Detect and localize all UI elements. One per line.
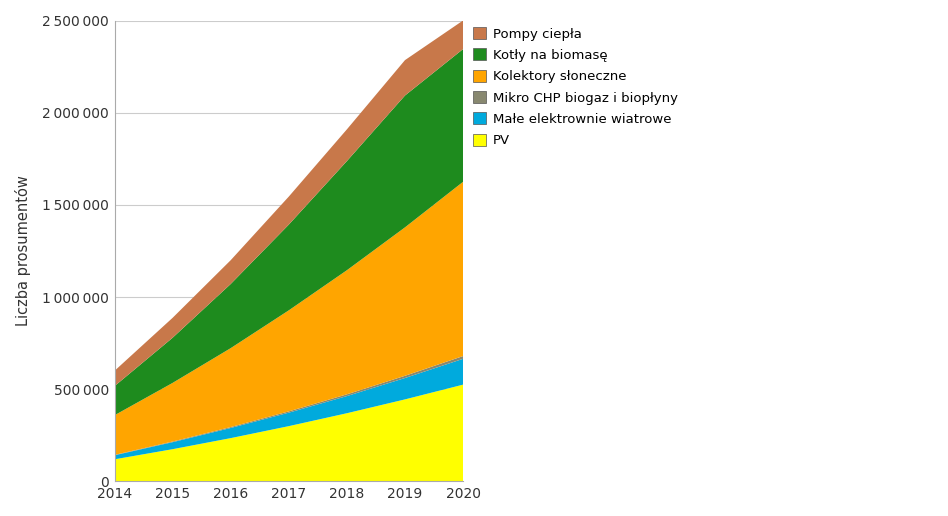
Y-axis label: Liczba prosumentów: Liczba prosumentów [15,175,31,327]
Legend: Pompy ciepła, Kotły na biomasę, Kolektory słoneczne, Mikro CHP biogaz i biopłyny: Pompy ciepła, Kotły na biomasę, Kolektor… [473,27,678,147]
